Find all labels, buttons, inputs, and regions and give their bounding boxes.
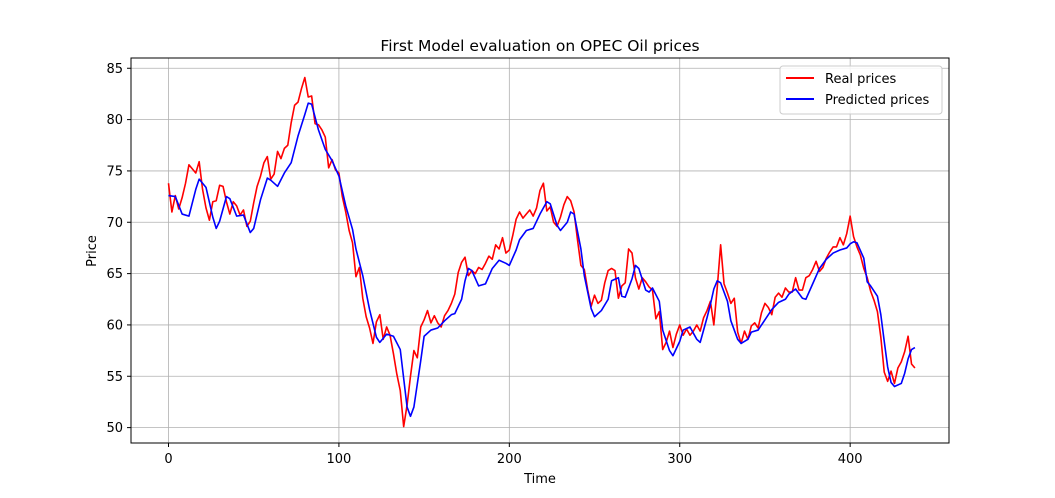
y-tick-label: 75 xyxy=(106,164,123,179)
x-tick-label: 200 xyxy=(497,452,522,467)
y-tick-label: 65 xyxy=(106,267,123,282)
legend-box xyxy=(779,65,943,115)
chart-title: First Model evaluation on OPEC Oil price… xyxy=(380,37,699,55)
y-axis-title: Price xyxy=(85,235,100,267)
y-tick-label: 50 xyxy=(106,421,123,436)
series-line-predicted-prices xyxy=(168,102,916,418)
x-axis: 0 100 200 300 400 xyxy=(164,443,863,467)
x-tick-label: 100 xyxy=(326,452,351,467)
grid xyxy=(131,58,949,443)
y-tick-label: 60 xyxy=(106,318,123,333)
x-tick-label: 400 xyxy=(838,452,863,467)
x-tick-label: 0 xyxy=(164,452,172,467)
legend-label-predicted-prices: Predicted prices xyxy=(825,93,930,108)
x-tick-label: 300 xyxy=(667,452,692,467)
y-tick-label: 55 xyxy=(106,370,123,385)
plot-frame xyxy=(130,57,950,444)
y-tick-label: 85 xyxy=(106,62,123,77)
y-tick-label: 70 xyxy=(106,216,123,231)
y-tick-label: 80 xyxy=(106,113,123,128)
series-line-real-prices xyxy=(167,76,916,428)
y-axis: 50 55 60 65 70 75 80 85 xyxy=(106,62,131,436)
x-axis-title: Time xyxy=(523,472,556,487)
legend: Real prices Predicted prices xyxy=(779,65,943,115)
series-layer xyxy=(167,76,916,428)
legend-label-real-prices: Real prices xyxy=(825,72,897,87)
